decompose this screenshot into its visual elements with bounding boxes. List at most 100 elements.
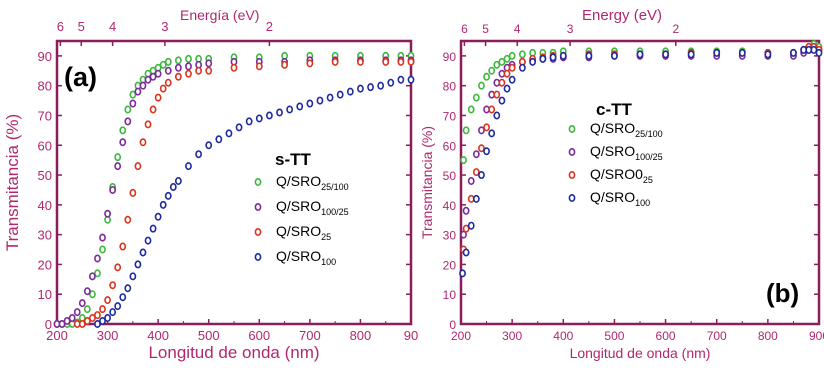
- data-point: [488, 105, 496, 114]
- data-point: [636, 50, 644, 59]
- top-tick-label: 6: [57, 19, 64, 34]
- data-point: [139, 81, 147, 90]
- x-tick-label: 800: [350, 328, 372, 343]
- data-point: [109, 185, 117, 194]
- series-q-sro-100: [459, 45, 823, 278]
- data-point: [114, 263, 122, 272]
- data-point: [306, 99, 314, 108]
- data-point: [336, 90, 344, 99]
- data-point: [185, 162, 192, 171]
- data-point: [276, 108, 283, 117]
- data-point: [713, 48, 721, 57]
- legend-item: Q/SRO25/100: [568, 120, 663, 139]
- data-point: [114, 302, 122, 311]
- top-tick-label: 2: [672, 22, 679, 36]
- y-tick-label: 20: [443, 258, 457, 272]
- data-point: [462, 126, 470, 135]
- data-point: [255, 114, 263, 123]
- top-tick-label: 5: [482, 22, 489, 36]
- data-point: [382, 57, 390, 66]
- data-point: [296, 102, 304, 111]
- data-point: [185, 54, 192, 63]
- data-point: [129, 188, 137, 197]
- data-point: [205, 66, 213, 75]
- data-point: [459, 269, 466, 278]
- data-point: [483, 147, 490, 156]
- data-point: [286, 105, 294, 114]
- data-point: [144, 120, 152, 129]
- y-tick-label: 90: [38, 49, 52, 64]
- data-point: [316, 96, 324, 105]
- x-tick-label: 600: [656, 329, 676, 343]
- data-point: [174, 177, 182, 186]
- data-point: [119, 126, 127, 135]
- data-point: [245, 117, 253, 126]
- data-point: [104, 209, 111, 218]
- data-point: [488, 66, 496, 75]
- legend-item: Q/SRO25: [254, 223, 331, 242]
- data-point: [488, 129, 496, 138]
- data-point: [493, 90, 501, 99]
- data-point: [149, 224, 157, 233]
- x-tick-label: 700: [707, 329, 727, 343]
- data-point: [764, 50, 772, 59]
- data-point: [174, 63, 182, 72]
- legend-marker: [568, 171, 576, 180]
- legend-label: Q/SRO100/25: [276, 198, 349, 217]
- data-point: [154, 69, 162, 78]
- data-point: [109, 281, 117, 290]
- data-point: [539, 54, 547, 63]
- data-point: [518, 63, 526, 72]
- legend-label: Q/SRO25/100: [590, 120, 663, 139]
- data-point: [326, 93, 334, 102]
- y-tick-label: 0: [45, 317, 52, 332]
- data-point: [738, 48, 746, 57]
- x-tick-label: 900: [809, 329, 824, 343]
- x-tick-label: 700: [299, 328, 321, 343]
- data-point: [185, 62, 192, 71]
- x-tick-label: 400: [553, 329, 573, 343]
- series-q-sro-25: [73, 57, 415, 328]
- top-tick-label: 4: [514, 22, 521, 36]
- plot-frame: [55, 39, 413, 326]
- y-tick-label: 90: [443, 50, 457, 64]
- x-tick-label: 800: [758, 329, 778, 343]
- y-tick-label: 80: [443, 80, 457, 94]
- y-tick-label: 70: [38, 108, 52, 123]
- data-point: [462, 206, 470, 215]
- data-point: [281, 60, 288, 69]
- data-point: [467, 105, 475, 114]
- y-tick-label: 40: [443, 199, 457, 213]
- data-point: [129, 272, 137, 281]
- data-point: [104, 296, 111, 305]
- data-point: [104, 314, 111, 323]
- legend-marker: [254, 228, 262, 237]
- data-point: [124, 284, 132, 293]
- data-point: [306, 59, 314, 68]
- x-tick-label: 200: [451, 329, 471, 343]
- y-tick-label: 60: [443, 139, 457, 153]
- y-tick-label: 40: [38, 198, 52, 213]
- legend-marker: [254, 203, 262, 212]
- data-point: [149, 105, 157, 114]
- data-point: [225, 129, 233, 138]
- data-point: [134, 87, 142, 96]
- series-q-sro-100: [94, 75, 415, 328]
- data-point: [498, 96, 506, 105]
- data-point: [195, 66, 202, 75]
- data-point: [169, 182, 177, 191]
- data-point: [397, 75, 405, 84]
- legend-title: s-TT: [275, 150, 312, 169]
- top-tick-label: 4: [109, 19, 116, 34]
- legend-title: c-TT: [596, 100, 633, 119]
- data-point: [154, 93, 162, 102]
- data-point: [529, 57, 536, 66]
- data-point: [503, 69, 511, 78]
- legend-marker: [254, 253, 262, 262]
- x-tick-label: 200: [46, 328, 68, 343]
- legend-label: Q/SRO100/25: [590, 143, 663, 162]
- legend-label: Q/SRO100: [590, 189, 650, 208]
- data-point: [68, 314, 76, 323]
- chart-panel-b: 200 300 400 500 600 700 800 900 0 10 20 30 40 50 60 70 8…: [419, 7, 824, 361]
